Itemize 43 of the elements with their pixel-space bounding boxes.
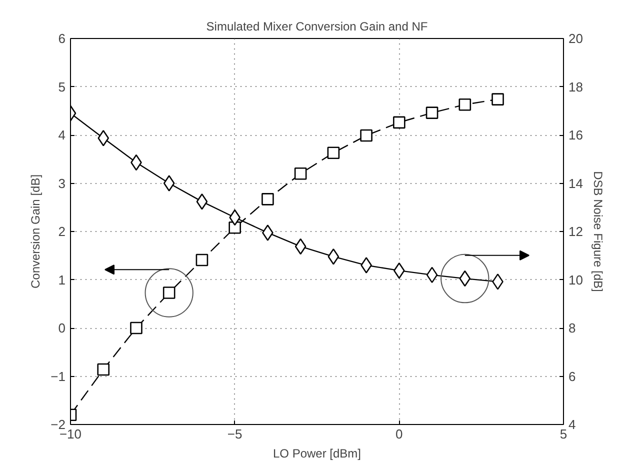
point [196, 193, 208, 210]
y2-axis-title: DSB Noise Figure [dB] [590, 171, 605, 292]
point [360, 129, 372, 142]
y2-tick-label: 12 [568, 224, 583, 239]
y-tick-label: 6 [58, 31, 66, 46]
y-tick-label: −2 [50, 417, 66, 432]
point [98, 130, 110, 146]
y2-tick-label: 8 [568, 320, 576, 336]
x-tick-label: −5 [227, 426, 242, 442]
point [97, 363, 110, 376]
y2-tick-label: 18 [568, 79, 583, 94]
y-tick-label: 0 [58, 320, 66, 336]
x-axis-title: LO Power [dBm] [272, 446, 362, 460]
y2-tick-label: 16 [568, 128, 583, 142]
y-tick-label: 3 [58, 176, 66, 191]
y2-tick-label: 4 [568, 417, 576, 432]
point [426, 266, 438, 284]
point [262, 193, 274, 206]
point [393, 116, 406, 129]
y-tick-label: −1 [50, 368, 66, 384]
point [458, 98, 472, 111]
chart-title: Simulated Mixer Conversion Gain and NF [206, 20, 428, 34]
y-tick-label: 4 [58, 128, 66, 142]
y2-tick-label: 6 [568, 368, 576, 384]
y-axis-title: Conversion Gain [dB] [28, 174, 43, 289]
point [130, 322, 142, 334]
point [327, 146, 340, 159]
y2-tick-label: 20 [568, 31, 583, 46]
point [426, 106, 438, 119]
y2-tick-label: 10 [568, 272, 583, 288]
y-tick-label: 5 [58, 79, 66, 94]
point [196, 254, 208, 266]
y-tick-label: 2 [58, 224, 66, 239]
point [163, 175, 175, 192]
x-tick-label: 0 [396, 426, 403, 442]
point [294, 167, 307, 180]
point [492, 93, 504, 106]
point [328, 248, 340, 265]
x-tick-label: 5 [560, 426, 568, 442]
y2-tick-label: 14 [568, 176, 583, 191]
point [294, 238, 306, 255]
y-tick-label: 1 [58, 272, 66, 288]
point [228, 221, 241, 234]
